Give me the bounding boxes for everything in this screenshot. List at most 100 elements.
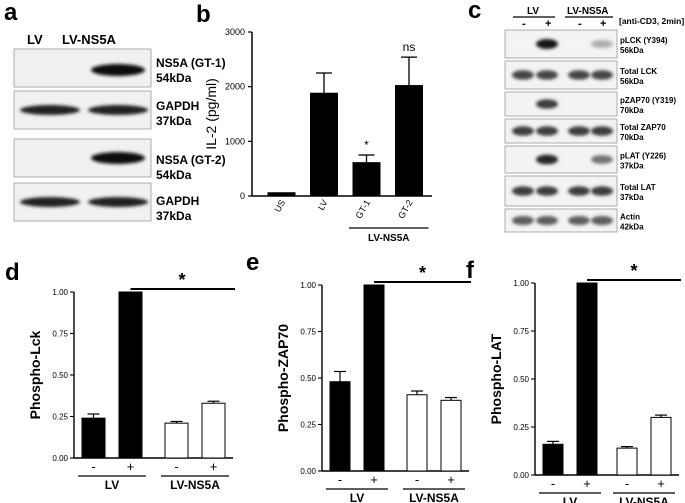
band <box>512 40 534 48</box>
band <box>591 186 613 196</box>
lane-label-lv: LV <box>27 32 43 47</box>
band <box>88 105 148 115</box>
band <box>536 39 558 49</box>
bar <box>118 291 143 459</box>
x-tick-label: - <box>174 459 178 474</box>
y-tick-label: 1000 <box>225 136 245 146</box>
group-label: LV-NS5A <box>409 491 459 503</box>
bar <box>267 192 296 197</box>
y-tick-label: 0.50 <box>513 375 529 384</box>
band <box>568 70 590 80</box>
panel-letter-e: e <box>246 249 259 276</box>
x-tick-label: + <box>370 472 378 487</box>
panel-letter-f: f <box>466 257 475 284</box>
band <box>536 126 558 136</box>
y-tick-label: 3000 <box>225 27 245 37</box>
x-tick-label: - <box>625 476 629 491</box>
band <box>568 126 590 136</box>
y-tick-label: 0.75 <box>513 327 529 336</box>
band <box>512 186 534 196</box>
y-tick-label: 0 <box>240 191 245 201</box>
band <box>568 40 590 48</box>
blot-mw: 70kDa <box>620 106 644 115</box>
group-label-lv: LV <box>527 6 539 17</box>
bar <box>406 394 428 472</box>
bar <box>81 417 106 459</box>
x-tick-label: - <box>91 459 95 474</box>
band <box>20 197 80 207</box>
significance-label: * <box>364 138 369 152</box>
bar <box>164 422 189 459</box>
y-tick-label: 2000 <box>225 82 245 92</box>
blot-label: NS5A (GT-2) <box>156 153 226 167</box>
bar <box>201 402 226 459</box>
x-tick-label: + <box>583 476 591 491</box>
band <box>512 126 534 136</box>
y-axis-label: Phospho-Lck <box>27 330 43 419</box>
blot-mw: 37kDa <box>156 209 192 223</box>
blot-label: Total LCK <box>620 67 657 76</box>
chart-panel-d: 0.00 0.25 0.50 0.75 1.00 Phospho-Lck - + - + LV LV-… <box>27 270 235 492</box>
chart-panel-e: 0.00 0.25 0.50 0.75 1.00 Phospho-ZAP70 - + - + LV L… <box>275 263 471 503</box>
blot-label: pLAT (Y226) <box>620 152 666 161</box>
band <box>536 186 558 196</box>
panel-c-blots: LV LV-NS5A [anti-CD3, 2min] - + - + <box>513 6 684 30</box>
significance-label: * <box>178 270 185 290</box>
x-tick-label: + <box>447 472 455 487</box>
sign: + <box>600 18 606 30</box>
panel-a-blots: LV LV-NS5A NS5A (GT-1) 54kDa GAPDH 37kDa… <box>13 32 226 223</box>
group-label-lv-ns5a: LV-NS5A <box>567 6 609 17</box>
bar <box>352 162 381 197</box>
band <box>20 105 80 115</box>
y-tick-label: 1.00 <box>513 279 529 288</box>
band <box>536 99 558 109</box>
blot-label: GAPDH <box>156 194 199 208</box>
group-label: LV-NS5A <box>368 233 410 244</box>
blot-label: NS5A (GT-1) <box>156 56 226 70</box>
x-tick-label: + <box>657 476 665 491</box>
significance-label: * <box>419 263 426 283</box>
group-label: LV-NS5A <box>619 495 669 503</box>
y-tick-label: 0.50 <box>300 374 316 383</box>
panel-letter-a: a <box>4 0 18 26</box>
blot-label: Actin <box>620 213 640 222</box>
group-label: LV <box>105 478 119 492</box>
y-axis-label: Phospho-ZAP70 <box>275 324 291 432</box>
significance-label: ns <box>403 40 416 54</box>
blot-mw: 54kDa <box>156 168 192 182</box>
treatment-label: [anti-CD3, 2min] <box>619 16 684 26</box>
bar <box>440 399 462 472</box>
blot-c-frame <box>504 208 618 233</box>
blot-mw: 56kDa <box>620 77 644 86</box>
x-tick-label: - <box>338 472 342 487</box>
blot-label: Total ZAP70 <box>620 123 666 132</box>
group-label: LV <box>563 495 577 503</box>
y-axis-label: IL-2 (pg/ml) <box>203 78 219 150</box>
y-tick-label: 1.00 <box>52 288 68 297</box>
blot-mw: 42kDa <box>620 223 644 232</box>
bar <box>616 447 638 476</box>
x-tick-label: + <box>210 459 218 474</box>
y-tick-label: 0.75 <box>52 330 68 339</box>
bar <box>395 85 423 197</box>
blot-mw: 37kDa <box>156 114 192 128</box>
x-tick-label: GT-2 <box>396 198 415 220</box>
band <box>536 154 558 165</box>
blot-label: Total LAT <box>620 183 656 192</box>
y-tick-label: 0.00 <box>513 471 529 480</box>
sign: - <box>578 18 582 30</box>
y-axis-label: Phospho-LAT <box>488 333 504 424</box>
blot-mw: 37kDa <box>620 162 644 171</box>
blot-label: pZAP70 (Y319) <box>620 96 676 105</box>
chart-panel-f: 0.00 0.25 0.50 0.75 1.00 Phospho-LAT - + - + LV LV-… <box>488 261 681 503</box>
x-tick-label: + <box>127 459 135 474</box>
bar <box>542 443 564 476</box>
y-tick-label: 0.00 <box>52 454 68 463</box>
bar <box>650 416 672 476</box>
bar <box>363 284 385 472</box>
x-tick-label: - <box>415 472 419 487</box>
band <box>91 64 145 76</box>
band <box>591 215 613 226</box>
